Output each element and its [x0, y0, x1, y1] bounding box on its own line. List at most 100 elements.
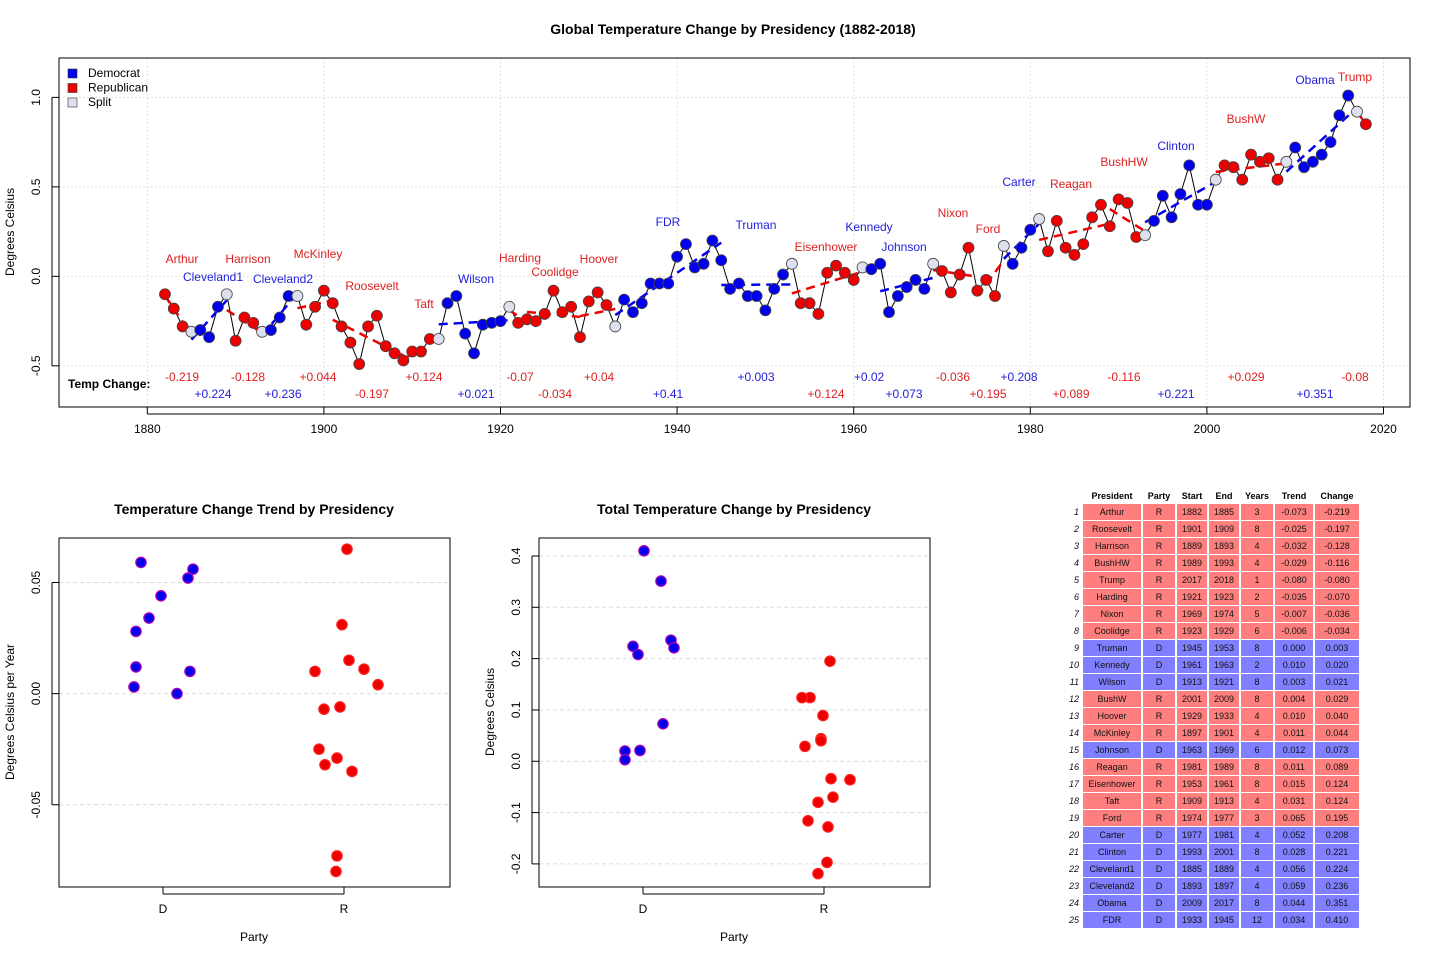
table-row: 15 Johnson D 1963 1969 6 0.012 0.073: [1064, 742, 1359, 758]
annual-data-point: [750, 290, 763, 302]
table-cell: Johnson: [1083, 742, 1141, 758]
table-cell: 4: [1241, 793, 1273, 809]
table-cell: 1977: [1177, 827, 1207, 843]
table-cell: D: [1143, 657, 1175, 673]
table-cell: R: [1143, 810, 1175, 826]
main-x-tick-label: 2020: [1370, 422, 1397, 436]
table-cell: 8: [1241, 844, 1273, 860]
table-cell: Obama: [1083, 895, 1141, 911]
annual-data-point: [1139, 229, 1151, 242]
table-row-index: 12: [1068, 694, 1079, 704]
table-header: Years: [1244, 490, 1270, 501]
scatter-point-d: [632, 648, 644, 661]
table-cell: 1913: [1209, 793, 1239, 809]
main-x-tick-label: 2000: [1194, 422, 1221, 436]
table-cell: D: [1143, 878, 1175, 894]
annual-data-point: [944, 286, 957, 299]
annual-data-point: [574, 331, 586, 344]
annual-data-point: [609, 320, 622, 333]
table-cell: 0.012: [1275, 742, 1313, 758]
table-cell: 0.065: [1275, 810, 1313, 826]
table-cell: 2001: [1177, 691, 1207, 707]
table-cell: Arthur: [1083, 504, 1141, 520]
annual-data-point: [1324, 136, 1337, 149]
presidency-name-label: Hoover: [580, 252, 619, 266]
annual-data-point: [1068, 248, 1081, 261]
legend-swatch: [67, 97, 78, 108]
table-header-index: [1064, 488, 1081, 503]
scatter-point-r: [812, 867, 824, 880]
annual-data-point: [494, 315, 507, 327]
table-row: 1 Arthur R 1882 1885 3 -0.073 -0.219: [1064, 504, 1359, 520]
presidency-change-label: -0.128: [231, 370, 265, 384]
annual-data-point: [212, 300, 224, 313]
table-cell: -0.070: [1315, 589, 1359, 605]
table-cell: 1933: [1209, 708, 1239, 724]
table-row: 3 Harrison R 1889 1893 4 -0.032 -0.128: [1064, 538, 1359, 554]
main-x-tick-label: 1940: [664, 422, 691, 436]
legend-swatch: [67, 83, 78, 93]
table-cell: -0.116: [1315, 555, 1359, 571]
table-cell: 1897: [1177, 725, 1207, 741]
presidency-name-label: FDR: [656, 215, 681, 229]
annual-data-point: [821, 266, 834, 279]
table-row-index: 10: [1068, 660, 1079, 670]
table-cell: 0.124: [1315, 793, 1359, 809]
presidency-change-label: +0.003: [737, 370, 774, 384]
table-cell: Roosevelt: [1083, 521, 1141, 537]
annual-data-point: [1289, 141, 1302, 154]
presidency-change-label: +0.021: [457, 387, 494, 401]
table-cell: D: [1143, 827, 1175, 843]
table-row-index: 6: [1073, 592, 1079, 602]
presidency-name-label: Clinton: [1157, 139, 1194, 153]
table-cell: 1893: [1209, 538, 1239, 554]
table-cell: 1993: [1209, 555, 1239, 571]
table-cell: 2: [1241, 657, 1273, 673]
annual-data-point: [273, 311, 286, 324]
table-cell: 1909: [1177, 793, 1207, 809]
presidency-change-label: +0.04: [584, 370, 615, 384]
presidency-name-label: Reagan: [1050, 177, 1092, 191]
table-row-index: 20: [1068, 830, 1079, 840]
scatter-point-d: [187, 563, 199, 575]
table-cell: 0.003: [1315, 640, 1359, 656]
table-cell: 1921: [1177, 589, 1207, 605]
table-cell: 8: [1241, 691, 1273, 707]
table-cell: R: [1143, 623, 1175, 639]
table-row-index: 21: [1068, 847, 1079, 857]
table-cell: 5: [1241, 606, 1273, 622]
scatter-point-d: [638, 545, 650, 557]
main-y-tick-label: 0.0: [29, 268, 43, 285]
scatter-y-tick-label: -0.1: [509, 802, 523, 823]
table-row-index: 3: [1073, 541, 1079, 551]
main-y-tick-label: 1.0: [29, 89, 43, 106]
annual-data-point: [415, 345, 427, 358]
annual-data-point: [1227, 161, 1240, 174]
table-cell: Taft: [1083, 793, 1141, 809]
table-cell: 1885: [1177, 861, 1207, 877]
annual-data-point: [980, 274, 993, 286]
table-row-index: 13: [1068, 711, 1079, 721]
presidency-change-label: +0.124: [807, 387, 844, 401]
annual-data-point: [1201, 198, 1213, 211]
annual-data-point: [680, 238, 692, 251]
table-row-index: 4: [1073, 558, 1079, 568]
table-cell: 1953: [1209, 640, 1239, 656]
table-cell: 0.089: [1315, 759, 1359, 775]
annual-data-point: [838, 266, 851, 279]
table-row: 6 Harding R 1921 1923 2 -0.035 -0.070: [1064, 589, 1359, 605]
main-x-tick-label: 1900: [311, 422, 338, 436]
annual-data-point: [724, 282, 736, 295]
annual-data-point: [803, 297, 816, 310]
table-cell: -0.080: [1275, 572, 1313, 588]
table-cell: -0.080: [1315, 572, 1359, 588]
table-cell: 1893: [1177, 878, 1207, 894]
annual-data-point: [397, 354, 410, 367]
annual-data-point: [1042, 245, 1054, 258]
scatter-point-r: [821, 856, 833, 869]
main-x-tick-label: 1880: [134, 422, 161, 436]
table-row: 14 McKinley R 1897 1901 4 0.011 0.044: [1064, 725, 1359, 741]
annual-data-point: [1148, 214, 1160, 227]
annual-data-point: [468, 347, 480, 360]
scatter-point-d: [655, 575, 667, 587]
